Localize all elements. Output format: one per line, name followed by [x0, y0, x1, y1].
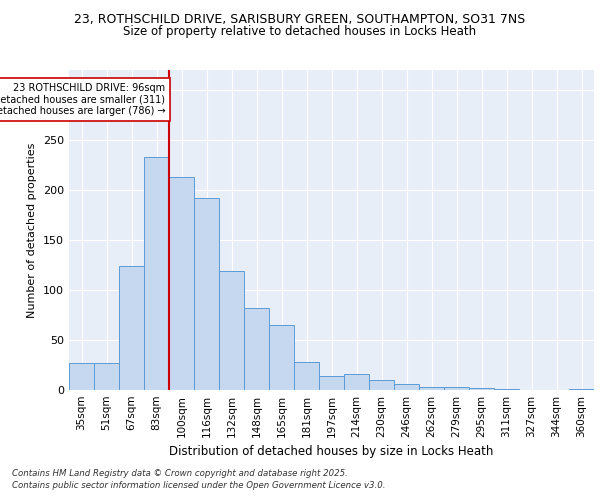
Bar	[219, 271, 244, 390]
Bar	[94, 363, 119, 390]
Text: 23 ROTHSCHILD DRIVE: 96sqm
← 28% of detached houses are smaller (311)
70% of sem: 23 ROTHSCHILD DRIVE: 96sqm ← 28% of deta…	[0, 83, 165, 116]
Bar	[119, 266, 144, 390]
Bar	[369, 380, 394, 390]
Bar	[419, 387, 444, 390]
Y-axis label: Number of detached properties: Number of detached properties	[28, 142, 37, 318]
Bar	[469, 388, 494, 390]
Bar	[144, 157, 169, 390]
X-axis label: Distribution of detached houses by size in Locks Heath: Distribution of detached houses by size …	[169, 446, 494, 458]
Bar	[444, 387, 469, 390]
Text: Contains HM Land Registry data © Crown copyright and database right 2025.: Contains HM Land Registry data © Crown c…	[12, 468, 348, 477]
Text: Size of property relative to detached houses in Locks Heath: Size of property relative to detached ho…	[124, 25, 476, 38]
Bar	[169, 177, 194, 390]
Bar	[294, 362, 319, 390]
Bar	[194, 198, 219, 390]
Bar	[319, 376, 344, 390]
Bar	[569, 389, 594, 390]
Bar	[244, 308, 269, 390]
Bar	[494, 389, 519, 390]
Bar	[394, 384, 419, 390]
Bar	[69, 363, 94, 390]
Bar	[344, 374, 369, 390]
Bar	[269, 325, 294, 390]
Text: 23, ROTHSCHILD DRIVE, SARISBURY GREEN, SOUTHAMPTON, SO31 7NS: 23, ROTHSCHILD DRIVE, SARISBURY GREEN, S…	[74, 12, 526, 26]
Text: Contains public sector information licensed under the Open Government Licence v3: Contains public sector information licen…	[12, 481, 386, 490]
